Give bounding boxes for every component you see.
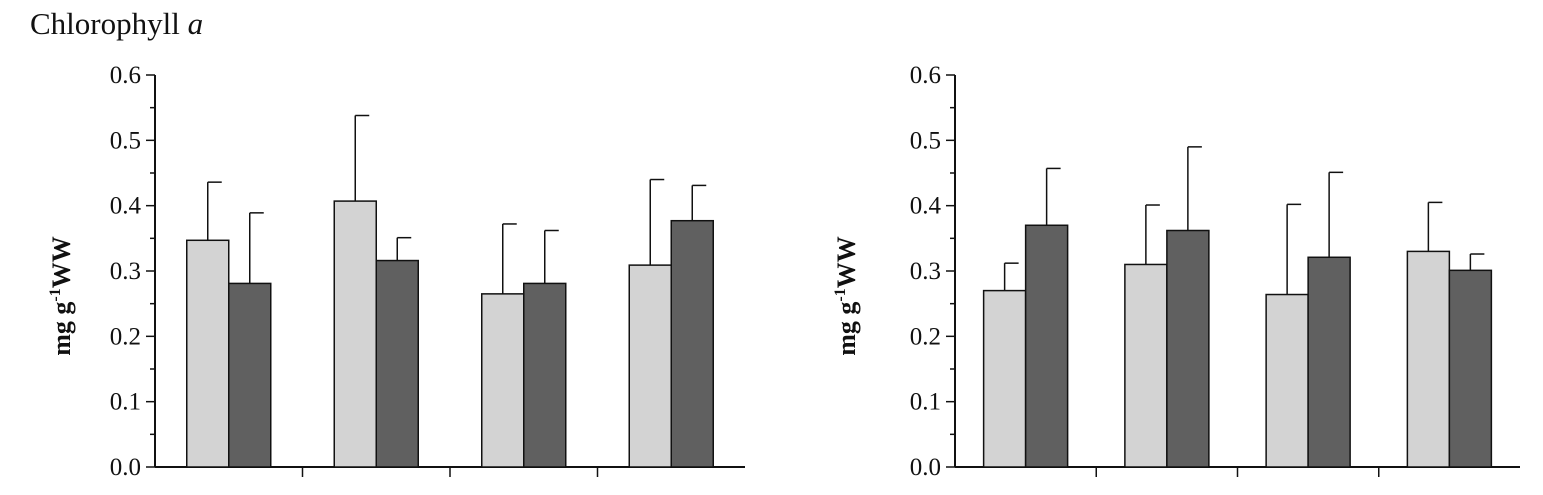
chart1-bar — [186, 239, 230, 468]
chart2-bar — [1406, 250, 1451, 468]
chart1-y-tick-label: 0.0 — [110, 454, 141, 481]
chart-title: Chlorophyll a — [30, 6, 204, 41]
chart2-y-tick-label: 0.4 — [910, 193, 942, 220]
chart1-y-tick-label: 0.3 — [110, 258, 141, 285]
chart1-bar — [375, 259, 419, 468]
chart2-y-tick-label: 0.6 — [910, 62, 941, 89]
chart2-bar — [1124, 263, 1168, 468]
chart1-bar — [228, 282, 272, 468]
chart1-y-tick-label: 0.2 — [110, 323, 141, 350]
chart1-y-tick-label: 0.6 — [110, 62, 141, 89]
chart1-y-tick-label: 0.4 — [110, 193, 142, 220]
chart2-bar — [1166, 229, 1210, 468]
chart1-bar — [628, 264, 672, 468]
chart2-y-tick-label: 0.0 — [910, 454, 941, 481]
chart2-bar — [1024, 224, 1069, 468]
chart2-bar — [982, 289, 1027, 468]
chart2-y-tick-label: 0.2 — [910, 323, 941, 350]
chart1-bar — [333, 200, 377, 468]
chart2-y-tick-label: 0.3 — [910, 258, 941, 285]
chart2-y-tick-label: 0.1 — [910, 389, 941, 416]
chart1-y-axis-label: mg g-1WW — [47, 236, 76, 356]
chart1-bar — [481, 293, 525, 468]
chart2-bar — [1265, 293, 1309, 468]
chart2-y-tick-label: 0.5 — [910, 127, 941, 154]
chart1-y-tick-label: 0.1 — [110, 389, 141, 416]
chart1-y-tick-label: 0.5 — [110, 127, 141, 154]
chart1-bar — [670, 219, 714, 468]
chart2-bar — [1307, 256, 1351, 468]
chart1-bar — [523, 282, 567, 468]
chart2-y-axis-label: mg g-1WW — [832, 236, 861, 356]
chart2-bar — [1448, 269, 1493, 468]
